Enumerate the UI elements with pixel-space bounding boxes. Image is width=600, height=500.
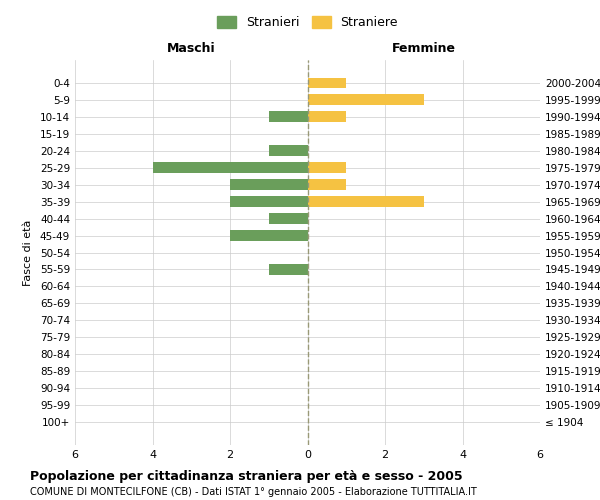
Bar bbox=[308, 180, 346, 190]
Text: Popolazione per cittadinanza straniera per età e sesso - 2005: Popolazione per cittadinanza straniera p… bbox=[30, 470, 463, 483]
Bar bbox=[308, 162, 346, 172]
Bar bbox=[269, 214, 308, 224]
Text: Maschi: Maschi bbox=[167, 42, 215, 56]
Bar bbox=[269, 264, 308, 274]
Text: COMUNE DI MONTECILFONE (CB) - Dati ISTAT 1° gennaio 2005 - Elaborazione TUTTITAL: COMUNE DI MONTECILFONE (CB) - Dati ISTAT… bbox=[30, 487, 477, 497]
Bar bbox=[230, 230, 308, 240]
Legend: Stranieri, Straniere: Stranieri, Straniere bbox=[217, 16, 398, 29]
Text: Femmine: Femmine bbox=[392, 42, 456, 56]
Bar bbox=[308, 78, 346, 88]
Bar bbox=[230, 196, 308, 206]
Bar bbox=[152, 162, 308, 172]
Bar bbox=[269, 146, 308, 156]
Bar bbox=[308, 94, 424, 104]
Bar bbox=[230, 180, 308, 190]
Bar bbox=[308, 112, 346, 122]
Bar bbox=[308, 196, 424, 206]
Bar bbox=[269, 112, 308, 122]
Y-axis label: Fasce di età: Fasce di età bbox=[23, 220, 33, 286]
